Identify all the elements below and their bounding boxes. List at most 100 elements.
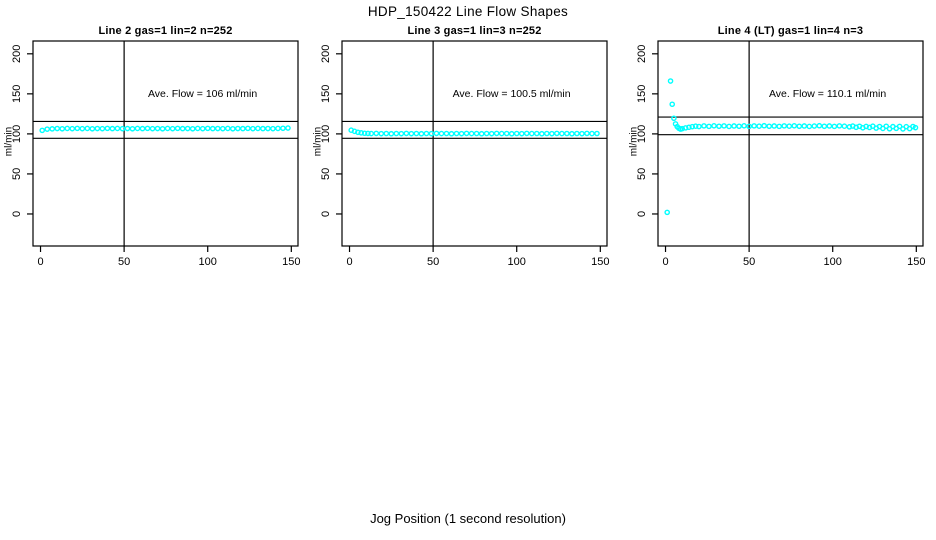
y-tick-label: 100 <box>320 125 332 143</box>
data-point <box>791 123 798 129</box>
x-tick-label: 0 <box>346 256 352 268</box>
y-tick-label: 0 <box>11 211 23 217</box>
data-point <box>716 123 722 130</box>
data-point <box>199 125 206 132</box>
data-point <box>584 130 590 137</box>
data-point <box>245 125 251 132</box>
data-point <box>513 130 520 137</box>
data-point <box>260 125 266 132</box>
data-point <box>731 123 737 129</box>
data-point <box>433 130 440 137</box>
data-point <box>786 123 793 130</box>
data-point <box>498 130 505 137</box>
data-point <box>368 130 375 137</box>
data-point <box>692 123 699 130</box>
data-point <box>667 78 674 84</box>
data-point <box>224 125 231 132</box>
y-tick-label: 150 <box>320 85 332 103</box>
x-tick-label: 50 <box>118 256 130 268</box>
data-point <box>544 130 550 137</box>
data-point <box>664 209 670 216</box>
data-point <box>781 123 788 129</box>
data-point <box>821 123 828 130</box>
data-point <box>373 130 380 137</box>
data-point <box>549 130 555 137</box>
y-tick-label: 100 <box>11 125 23 143</box>
data-point <box>423 130 430 137</box>
data-point <box>204 125 211 132</box>
data-point <box>209 125 216 132</box>
data-point <box>54 125 61 132</box>
data-point <box>184 125 191 132</box>
data-point <box>528 130 535 137</box>
data-point <box>285 125 291 131</box>
data-point <box>443 130 450 137</box>
data-point <box>721 123 727 129</box>
data-point <box>149 125 156 132</box>
data-point <box>250 125 256 132</box>
data-point <box>169 125 176 132</box>
y-tick-label: 150 <box>11 85 23 103</box>
data-point <box>458 130 465 137</box>
data-point <box>776 123 783 130</box>
data-point <box>39 127 45 134</box>
x-tick-label: 100 <box>824 256 842 268</box>
data-point <box>912 124 919 131</box>
data-point <box>413 130 420 137</box>
data-point <box>94 125 101 132</box>
data-point <box>751 123 757 129</box>
y-tick-label: 50 <box>636 168 648 180</box>
data-point <box>69 125 76 132</box>
data-point <box>89 125 96 132</box>
y-tick-label: 200 <box>11 45 23 63</box>
data-point <box>270 125 276 132</box>
data-point <box>483 130 490 137</box>
data-point <box>741 123 747 129</box>
data-point <box>796 123 803 130</box>
x-tick-label: 150 <box>282 256 300 268</box>
data-points <box>664 78 919 216</box>
data-point <box>816 122 823 129</box>
data-point <box>229 125 236 132</box>
data-point <box>355 129 361 136</box>
data-point <box>408 130 415 137</box>
panel1-title: Line 2 gas=1 lin=2 n=252 <box>98 25 233 37</box>
data-point <box>179 125 186 132</box>
data-point <box>114 125 121 132</box>
data-point <box>403 130 410 137</box>
data-point <box>109 125 116 132</box>
data-point <box>706 123 712 130</box>
data-point <box>761 122 767 129</box>
data-point <box>554 130 560 137</box>
panel1-plot: 0 50 100 150 0 50 100 150 200 Ave. Flow = 106 ml/… <box>11 40 300 268</box>
data-point <box>564 130 570 137</box>
data-point <box>154 125 161 132</box>
y-tick-label: 50 <box>320 168 332 180</box>
data-point <box>826 123 833 129</box>
data-point <box>398 130 405 137</box>
data-point <box>711 123 717 129</box>
data-point <box>579 130 585 137</box>
data-point <box>388 130 395 137</box>
data-point <box>746 123 752 130</box>
x-tick-label: 150 <box>591 256 609 268</box>
data-point <box>119 125 126 132</box>
y-tick-label: 200 <box>320 45 332 63</box>
data-point <box>896 123 903 130</box>
data-point <box>280 125 286 132</box>
data-point <box>219 125 226 132</box>
data-points <box>39 125 291 134</box>
panel3-plot: 0 50 100 150 0 50 100 150 200 Ave. Flow = 110.1 m… <box>636 40 925 268</box>
data-point <box>594 130 600 137</box>
data-point <box>696 123 702 130</box>
plot-box <box>32 40 299 247</box>
ave-flow-annotation: Ave. Flow = 100.5 ml/min <box>453 88 571 100</box>
data-point <box>438 130 445 137</box>
data-point <box>689 123 696 130</box>
data-point <box>518 130 525 137</box>
data-point <box>508 130 515 137</box>
data-point <box>736 123 742 130</box>
data-point <box>49 126 56 132</box>
data-point <box>453 130 460 137</box>
